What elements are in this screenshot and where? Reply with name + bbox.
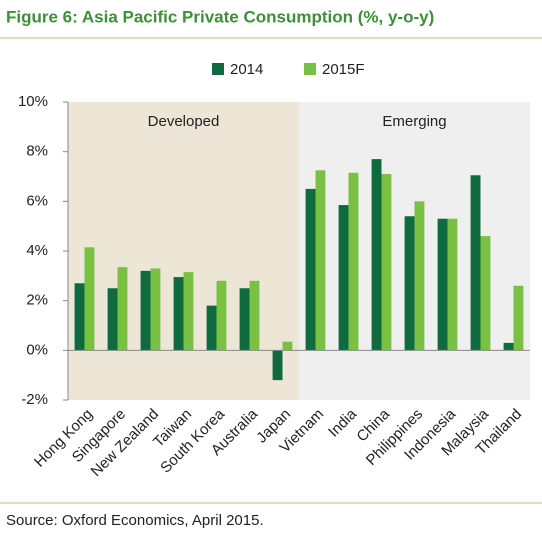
legend-swatch (212, 63, 224, 75)
y-tick-label: 10% (18, 93, 48, 110)
legend-swatch (304, 63, 316, 75)
bar (404, 216, 415, 351)
bar (140, 270, 151, 351)
bar (414, 201, 425, 351)
bar (84, 247, 95, 351)
bar (107, 288, 118, 351)
region (68, 102, 299, 400)
bar (348, 172, 359, 351)
bar (305, 188, 316, 351)
chart-title: Figure 6: Asia Pacific Private Consumpti… (6, 7, 434, 26)
bar (437, 218, 448, 351)
bar (381, 174, 392, 351)
bar (503, 342, 514, 351)
bar (480, 236, 491, 351)
bar (239, 288, 250, 351)
bar (249, 280, 260, 351)
y-tick-label: -2% (21, 391, 48, 408)
y-tick-label: 6% (26, 192, 48, 209)
bar (338, 205, 349, 351)
bar (371, 159, 382, 351)
bar (150, 268, 161, 351)
bar (206, 305, 217, 351)
legend-label: 2014 (230, 61, 263, 78)
bar (447, 218, 458, 351)
bar (216, 280, 227, 351)
bar (117, 267, 128, 351)
bar (513, 285, 524, 351)
bar (315, 170, 326, 351)
y-tick-label: 0% (26, 341, 48, 358)
bar (272, 350, 283, 381)
bar (173, 277, 184, 351)
region-label: Developed (148, 113, 220, 130)
source: Source: Oxford Economics, April 2015. (6, 512, 264, 529)
region-label: Emerging (382, 113, 446, 130)
bar (282, 341, 293, 351)
legend-label: 2015F (322, 61, 365, 78)
y-tick-label: 8% (26, 143, 48, 160)
bar (183, 272, 194, 351)
bar (74, 283, 85, 351)
bar (470, 175, 481, 351)
y-tick-label: 4% (26, 242, 48, 259)
y-tick-label: 2% (26, 292, 48, 309)
